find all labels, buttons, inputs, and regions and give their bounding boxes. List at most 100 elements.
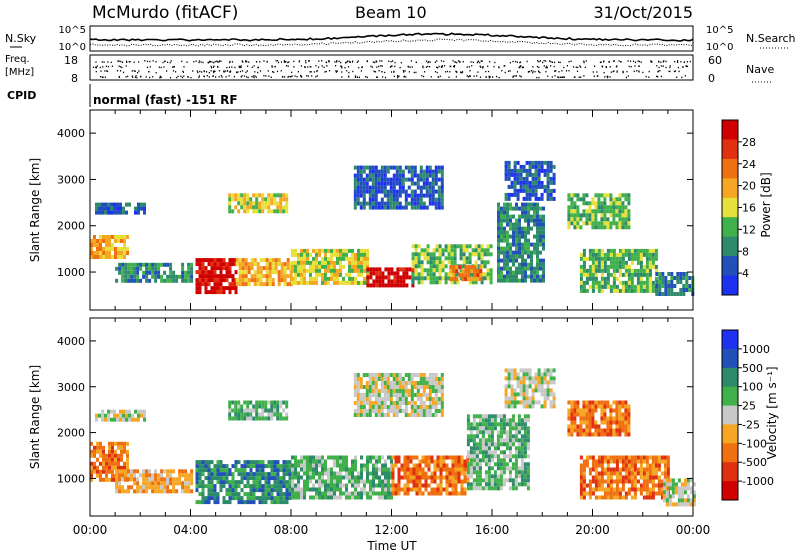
noise-right-tick-bottom: 10^0 [706,42,733,53]
power-colorbar-tick-label: 8 [742,245,749,258]
nsky-label: N.Sky [5,32,37,45]
cpid-label: CPID [7,89,36,102]
power-colorbar-segment [722,217,738,238]
power-colorbar-tick-label: 12 [742,223,756,236]
power-colorbar-segment [722,120,738,140]
velocity-region [662,478,696,507]
freq-tick-top: 18 [64,54,78,67]
date-title: 31/Oct/2015 [593,3,693,22]
noise-left-tick-bottom: 10^0 [59,42,86,53]
velocity-x-tick-label: 20:00 [575,523,610,537]
power-colorbar-label: Power [dB] [759,172,773,237]
velocity-x-ticks: 00:00 04:00 08:00 12:00 16:00 20:00 00:00 [73,318,711,537]
velocity-colorbar-segment [722,348,738,369]
velocity-x-tick-label: 04:00 [173,523,208,537]
freq-label: Freq. [5,54,30,65]
velocity-colorbar-segment [722,462,738,482]
power-region [655,272,695,296]
power-y-tick-label: 4000 [57,127,85,140]
velocity-region [291,455,393,500]
velocity-y-tick-label: 1000 [57,472,85,485]
power-colorbar-segment [722,275,738,296]
velocity-region [579,455,670,500]
power-colorbar-tick-label: 24 [742,158,756,171]
velocity-x-tick-label: 00:00 [73,523,108,537]
power-region [567,193,631,230]
noise-left-tick-top: 10^5 [59,25,86,36]
power-region [366,267,415,288]
power-region [115,262,194,283]
velocity-colorbar-tick-label: -25 [742,418,760,431]
noise-panel [89,25,694,52]
power-colorbar-segment [722,178,738,199]
velocity-y-tick-label: 4000 [57,335,85,348]
noise-right-tick-top: 10^5 [706,25,733,36]
power-region [504,160,556,201]
freq-tick-bottom: 8 [71,72,78,85]
power-colorbar-segment [722,197,738,218]
nsky-trace [89,32,694,42]
power-region [195,258,238,295]
freq-panel [89,54,694,81]
velocity-x-tick-label: 08:00 [274,523,309,537]
cpid-value: normal (fast) -151 RF [93,93,238,107]
velocity-y-tick-label: 2000 [57,427,85,440]
velocity-y-axis-label: Slant Range [km] [28,365,42,469]
power-colorbar-tick-label: 16 [742,202,756,215]
velocity-region [567,400,631,437]
velocity-colorbar-tick-label: -100 [742,437,767,450]
velocity-heatmap-data [90,368,696,507]
power-y-axis-label: Slant Range [km] [28,158,42,262]
velocity-y-ticks: 1000 2000 3000 4000 [57,335,693,485]
power-region [353,165,444,210]
power-region [291,248,369,285]
velocity-region [353,373,444,417]
beam-title: Beam 10 [355,3,427,22]
freq-unit-label: [MHz] [5,67,34,78]
power-colorbar-segment [722,158,738,179]
velocity-colorbar: 1000 500 100 25 -25 -100 -500 -1000 [721,329,774,501]
velocity-x-tick-label: 16:00 [475,523,510,537]
velocity-region [504,368,556,409]
freq-dots [92,60,691,79]
velocity-colorbar-tick-label: -500 [742,456,767,469]
nave-tick-top: 60 [708,54,722,67]
velocity-x-tick-label: 00:00 [676,523,711,537]
power-heatmap-data [90,160,695,296]
power-region [497,202,545,283]
velocity-x-tick-label: 12:00 [374,523,409,537]
velocity-colorbar-segment [722,330,738,350]
power-y-tick-label: 1000 [57,266,85,279]
power-colorbar-tick-label: 20 [742,180,756,193]
velocity-colorbar-segment [722,386,738,407]
velocity-region [95,409,146,422]
velocity-colorbar-frame [721,329,739,501]
velocity-colorbar-tick-label: 100 [742,381,763,394]
velocity-colorbar-segment [722,405,738,425]
velocity-colorbar-tick-label: -1000 [742,475,774,488]
nsearch-label: N.Search [746,32,796,45]
power-region [95,202,146,215]
velocity-colorbar-segment [722,481,738,501]
power-y-tick-label: 3000 [57,173,85,186]
power-colorbar-tick-label: 4 [742,267,749,280]
power-colorbar-segment [722,256,738,276]
power-region [579,248,658,293]
power-x-ticks [89,110,694,310]
nsearch-trace [89,38,694,47]
power-colorbar-segment [722,236,738,257]
velocity-colorbar-tick-label: 500 [742,362,763,375]
station-title: McMurdo (fitACF) [92,3,238,23]
velocity-colorbar-label: Velocity [m s⁻¹] [765,366,779,459]
velocity-colorbar-segment [722,367,738,388]
velocity-colorbar-segment [722,424,738,444]
power-y-ticks: 1000 2000 3000 4000 [57,127,693,279]
power-colorbar-segment [722,139,738,160]
power-region [228,193,289,214]
nave-tick-bottom: 0 [708,72,715,85]
velocity-region [391,455,470,496]
power-colorbar: 4 8 12 16 20 24 28 [721,119,756,296]
velocity-colorbar-segment [722,443,738,463]
velocity-region [466,414,530,491]
velocity-region [195,460,292,505]
